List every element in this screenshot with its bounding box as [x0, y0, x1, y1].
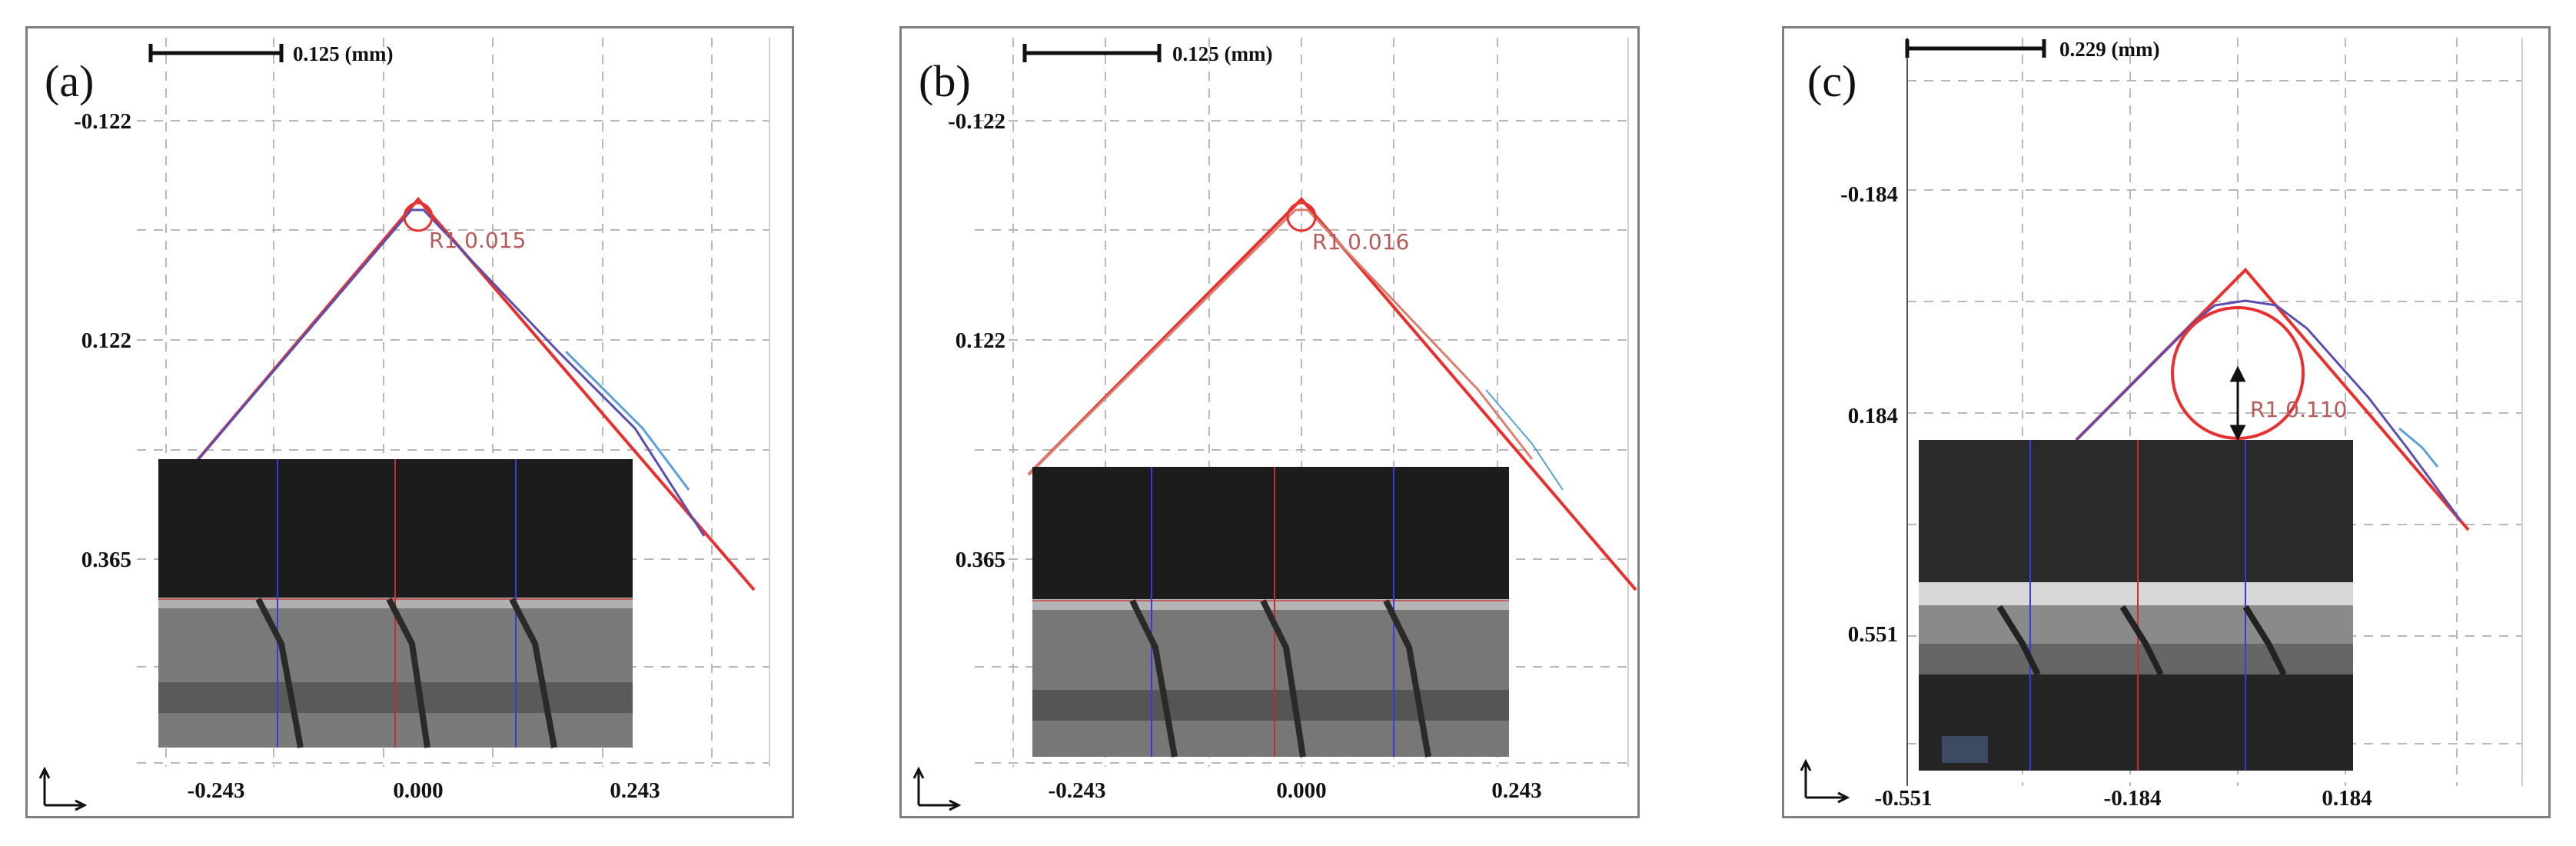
y-tick-label: -0.122	[948, 109, 1005, 134]
tip-radius-circle	[1286, 202, 1317, 232]
microscope-inset	[158, 459, 633, 748]
panel-label: (c)	[1807, 56, 1856, 106]
profile-tail	[1485, 389, 1564, 491]
x-tick-label: 0.184	[2322, 786, 2372, 811]
profile-tail	[564, 350, 690, 491]
panel-a: 0.125 (mm) (a) -0.122 0.122 0.365 -0.243…	[25, 26, 794, 818]
x-tick-label: 0.000	[393, 778, 443, 803]
tip-radius-circle	[403, 202, 434, 232]
panel-label: (b)	[919, 56, 971, 106]
panel-c-figure: 0.229 (mm) (c) -0.184 0.184 0.551 -0.551…	[1800, 38, 2523, 811]
y-tick-label: 0.184	[1848, 404, 1898, 428]
y-tick-label: 0.551	[1848, 622, 1898, 647]
scale-bar	[1022, 44, 1162, 62]
profile-line	[2075, 299, 2462, 521]
panel-b: 0.125 (mm) (b) -0.122 0.122 0.365 -0.243…	[899, 26, 1640, 818]
x-tick-label: 0.243	[1491, 778, 1541, 803]
x-tick-label: -0.551	[1875, 786, 1933, 811]
x-tick-label: -0.243	[188, 778, 245, 803]
microscope-inset	[1032, 467, 1509, 758]
y-tick-label: 0.365	[956, 548, 1005, 572]
scale-bar-label: 0.125 (mm)	[293, 42, 393, 65]
x-tick-label: 0.243	[610, 778, 660, 803]
radius-label: R1 0.016	[1312, 229, 1409, 255]
scale-bar-label: 0.229 (mm)	[2059, 38, 2159, 61]
axis-triad-icon	[38, 766, 88, 811]
y-tick-label: -0.184	[1840, 182, 1898, 207]
axis-triad-icon	[1800, 758, 1850, 804]
panel-b-figure: 0.125 (mm) (b) -0.122 0.122 0.365 -0.243…	[912, 38, 1637, 811]
profile-line	[1027, 208, 1534, 476]
scale-bar	[148, 44, 284, 62]
panel-c: 0.229 (mm) (c) -0.184 0.184 0.551 -0.551…	[1782, 26, 2551, 818]
scale-bar-label: 0.125 (mm)	[1172, 42, 1272, 65]
x-tick-label: -0.243	[1049, 778, 1106, 803]
y-tick-label: 0.122	[81, 328, 131, 353]
y-tick-label: 0.122	[956, 328, 1005, 353]
radius-label: R1 0.110	[2250, 397, 2347, 422]
profile-tail	[2398, 427, 2439, 468]
x-tick-label: -0.184	[2104, 786, 2162, 811]
axis-triad-icon	[912, 766, 962, 811]
scale-bar	[1905, 39, 2046, 58]
panel-label: (a)	[45, 56, 94, 106]
profile-line	[184, 208, 706, 537]
microscope-inset	[1919, 440, 2353, 771]
panel-a-figure: 0.125 (mm) (a) -0.122 0.122 0.365 -0.243…	[38, 38, 770, 811]
y-tick-label: 0.365	[81, 548, 131, 572]
radius-arrow	[2229, 365, 2246, 441]
y-tick-label: -0.122	[74, 109, 131, 134]
x-tick-label: 0.000	[1276, 778, 1326, 803]
radius-label: R1 0.015	[429, 228, 526, 253]
